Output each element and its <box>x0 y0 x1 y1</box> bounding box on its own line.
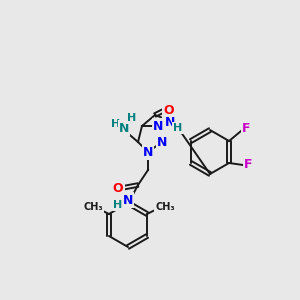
Text: N: N <box>143 146 153 158</box>
Text: N: N <box>165 116 175 130</box>
Text: O: O <box>113 182 123 194</box>
Text: H: H <box>173 123 183 133</box>
Text: CH₃: CH₃ <box>155 202 175 212</box>
Text: H: H <box>113 200 123 210</box>
Text: H: H <box>111 119 121 129</box>
Text: H: H <box>128 113 136 123</box>
Text: N: N <box>153 119 163 133</box>
Text: N: N <box>157 136 167 148</box>
Text: O: O <box>164 103 174 116</box>
Text: CH₃: CH₃ <box>83 202 103 212</box>
Text: N: N <box>123 194 133 206</box>
Text: F: F <box>244 158 252 172</box>
Text: F: F <box>242 122 250 136</box>
Text: N: N <box>119 122 129 134</box>
